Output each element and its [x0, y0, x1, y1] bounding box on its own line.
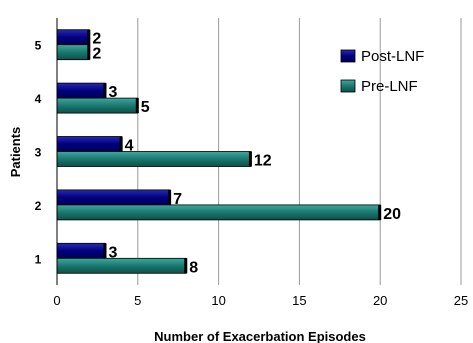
bar-end-cap: [87, 44, 91, 60]
bar-post-lnf-patient-3: [56, 136, 123, 152]
y-tick-label: 1: [35, 252, 42, 266]
data-label-pre-lnf-patient-2: 20: [383, 206, 401, 223]
y-tick-labels: 1 2 3 4 5: [35, 39, 42, 267]
x-tick-label: 20: [373, 293, 387, 308]
x-tick-label: 10: [211, 293, 225, 308]
bar-end-cap: [103, 243, 107, 259]
bar-pre-lnf-patient-2: [56, 204, 381, 221]
bar-end-cap: [87, 29, 91, 45]
bar-end-cap: [184, 258, 188, 274]
y-axis-title: Patients: [8, 127, 23, 178]
data-label-post-lnf-patient-2: 7: [173, 191, 182, 208]
bar-end-cap: [378, 204, 382, 220]
y-tick-label: 2: [35, 199, 42, 213]
bar-post-lnf-patient-1: [56, 242, 106, 259]
legend-swatch-pre-lnf: [340, 79, 356, 93]
bar-post-lnf-patient-5: [56, 29, 90, 46]
legend-swatch-post-lnf: [340, 49, 356, 63]
y-tick-label: 3: [35, 146, 42, 160]
gridlines: [137, 18, 462, 285]
bar-end-cap: [119, 136, 123, 152]
data-label-post-lnf-patient-3: 4: [125, 138, 134, 155]
data-label-post-lnf-patient-5: 2: [92, 31, 101, 48]
x-tick-label: 0: [53, 293, 60, 308]
bar-post-lnf-patient-2: [56, 189, 171, 206]
bar-pre-lnf-patient-3: [56, 151, 252, 167]
legend: Post-LNF Pre-LNF: [340, 48, 424, 95]
data-label-pre-lnf-patient-4: 5: [141, 99, 150, 116]
data-label-post-lnf-patient-1: 3: [108, 244, 117, 261]
data-label-pre-lnf-patient-5: 2: [92, 46, 101, 63]
x-axis-title: Number of Exacerbation Episodes: [154, 329, 366, 343]
x-tick-labels: 0 5 10 15 20 25: [53, 293, 468, 308]
bars: [56, 29, 382, 274]
y-tick-label: 5: [35, 39, 42, 53]
bar-end-cap: [103, 83, 107, 99]
data-labels: 3 8 7 20 4 12 3 5 22: [92, 31, 401, 277]
y-tick-label: 4: [35, 92, 42, 106]
bar-end-cap: [248, 151, 252, 167]
data-label-pre-lnf-patient-3: 12: [254, 153, 272, 170]
bar-pre-lnf-patient-5: [56, 44, 90, 61]
legend-label-pre-lnf: Pre-LNF: [361, 78, 418, 95]
legend-label-post-lnf: Post-LNF: [361, 48, 424, 65]
bar-pre-lnf-patient-1: [56, 257, 187, 274]
data-label-post-lnf-patient-4: 3: [108, 84, 117, 101]
bar-post-lnf-patient-4: [56, 82, 106, 99]
bar-end-cap: [135, 98, 139, 114]
bar-end-cap: [168, 189, 172, 205]
bar-pre-lnf-patient-4: [56, 97, 139, 114]
data-label-pre-lnf-patient-1: 8: [189, 259, 198, 276]
x-tick-label: 15: [292, 293, 306, 308]
x-tick-label: 25: [454, 293, 468, 308]
x-tick-label: 5: [134, 293, 141, 308]
